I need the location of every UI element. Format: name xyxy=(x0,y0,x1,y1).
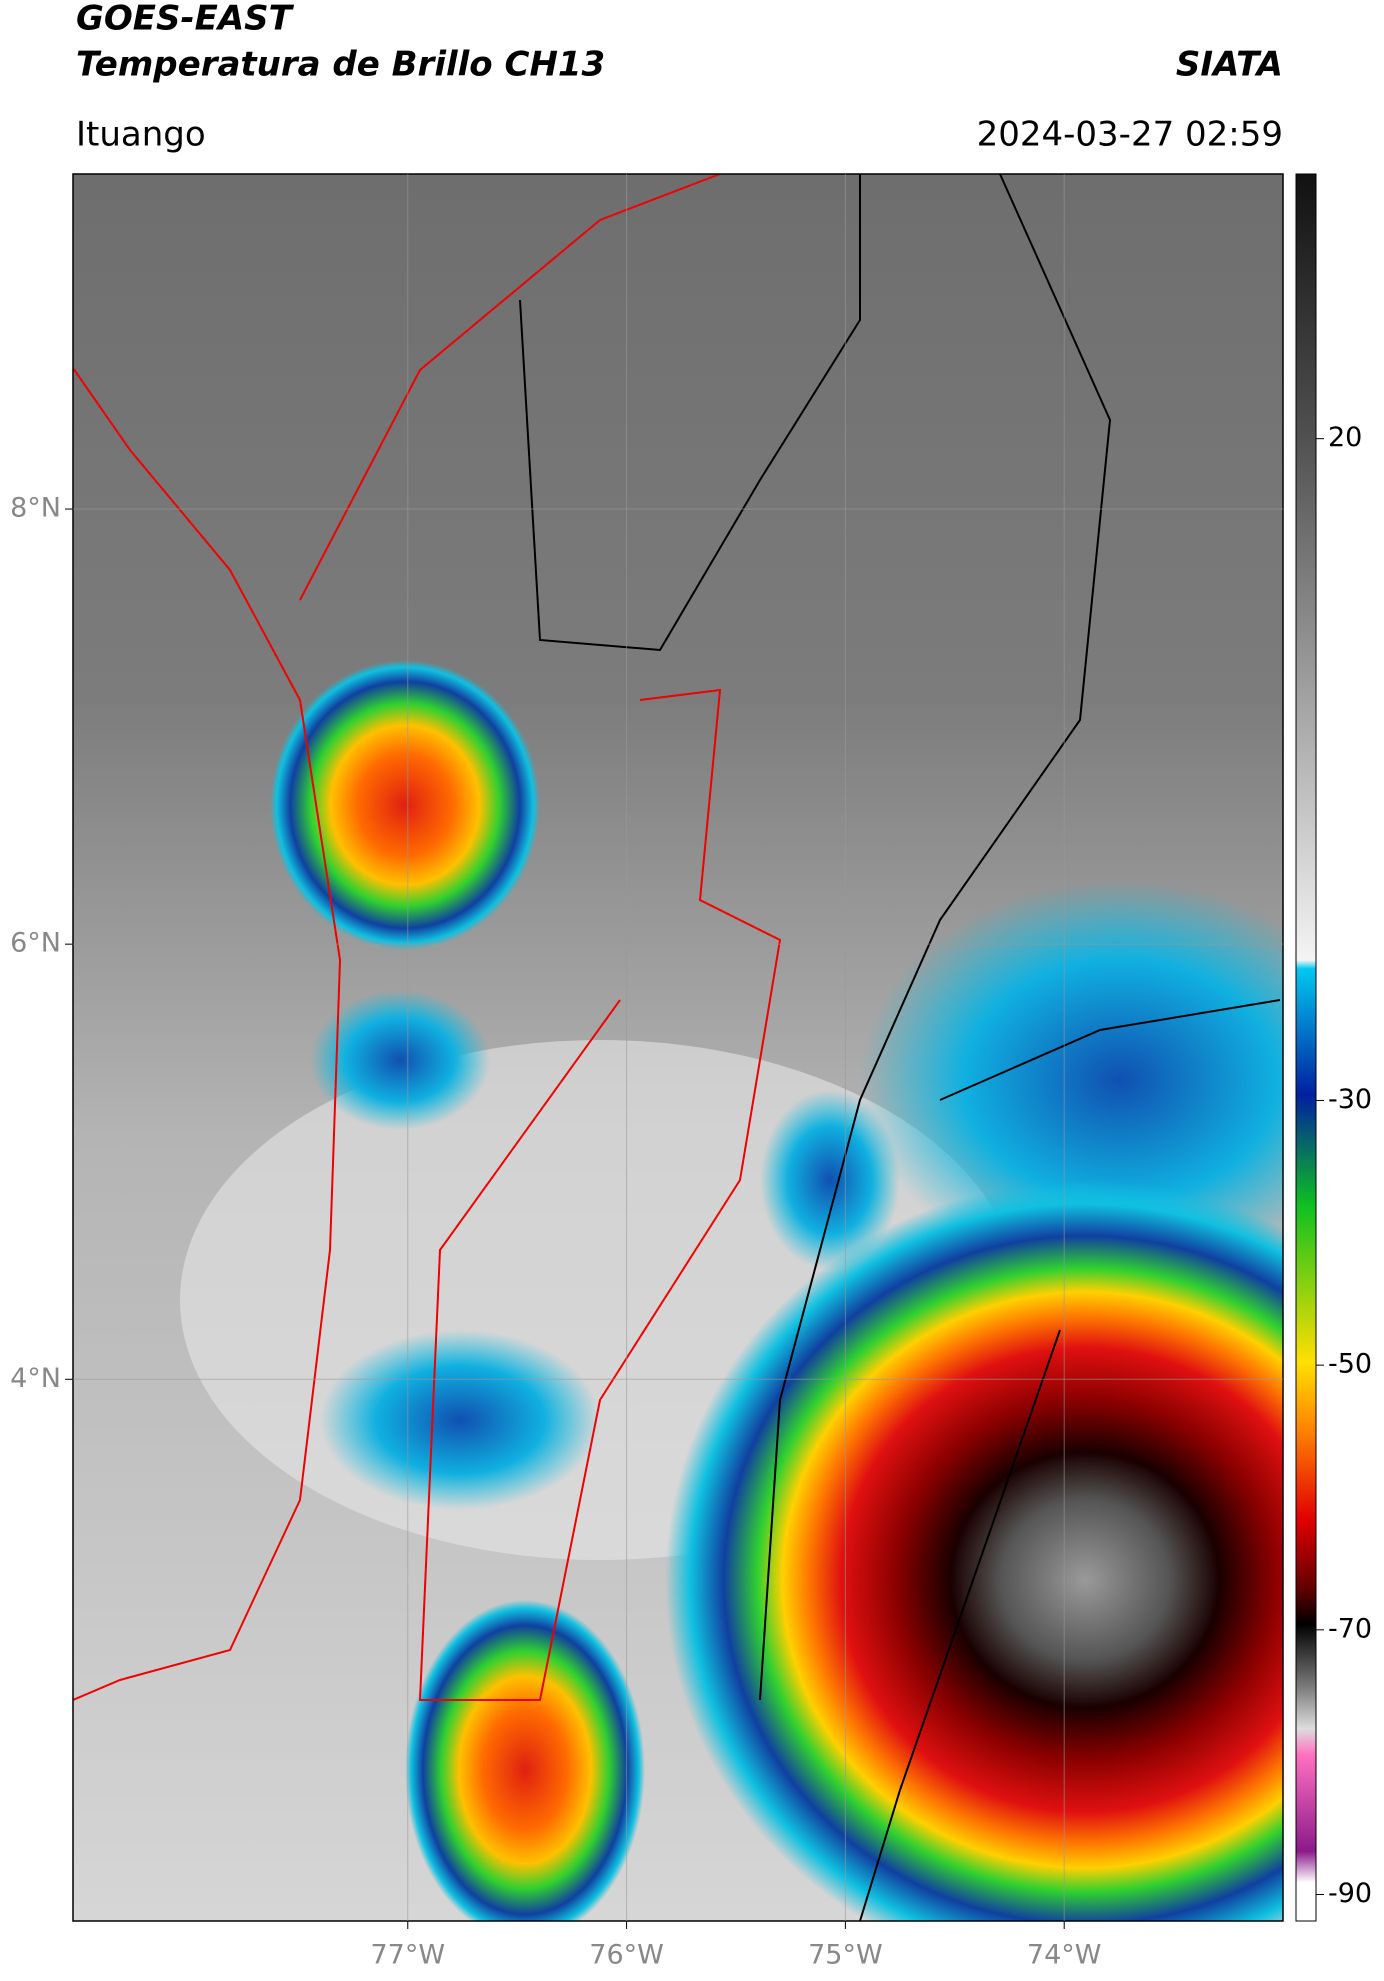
colorbar-tick-label: -70 xyxy=(1328,1613,1372,1644)
boundary xyxy=(859,1329,1061,1921)
y-tick-label: 4°N xyxy=(10,1363,61,1394)
y-tick-label: 6°N xyxy=(10,928,61,959)
colorbar-tick-label: -90 xyxy=(1328,1878,1372,1909)
boundary xyxy=(939,999,1281,1101)
x-tick-label: 74°W xyxy=(1027,1940,1102,1971)
map-frame xyxy=(72,173,1284,1922)
cloud xyxy=(760,1090,900,1270)
colorbar xyxy=(1295,173,1317,1922)
coastline xyxy=(299,174,721,601)
cloud xyxy=(860,880,1283,1280)
colorbar-tick-label: -30 xyxy=(1328,1084,1372,1115)
cloud xyxy=(310,990,490,1130)
boundary xyxy=(519,174,861,652)
coastline xyxy=(73,367,342,1701)
map xyxy=(73,174,1283,1921)
y-tick-label: 8°N xyxy=(10,493,61,524)
colorbar-tick-label: -50 xyxy=(1328,1349,1372,1380)
boundary xyxy=(759,174,1112,1701)
location: Ituango xyxy=(76,115,206,155)
title: GOES-EAST xyxy=(76,0,295,39)
boundary xyxy=(418,688,782,1701)
organization: SIATA xyxy=(1176,45,1283,85)
x-tick-label: 76°W xyxy=(589,1940,664,1971)
storm xyxy=(405,1600,645,1921)
colorbar-tick-label: 20 xyxy=(1328,422,1362,453)
x-tick-label: 75°W xyxy=(808,1940,883,1971)
storm xyxy=(665,1180,1283,1921)
datetime: 2024-03-27 02:59 xyxy=(977,115,1283,155)
subtitle: Temperatura de Brillo CH13 xyxy=(76,45,605,85)
storm xyxy=(270,660,540,950)
x-tick-label: 77°W xyxy=(370,1940,445,1971)
cloud xyxy=(320,1330,600,1510)
